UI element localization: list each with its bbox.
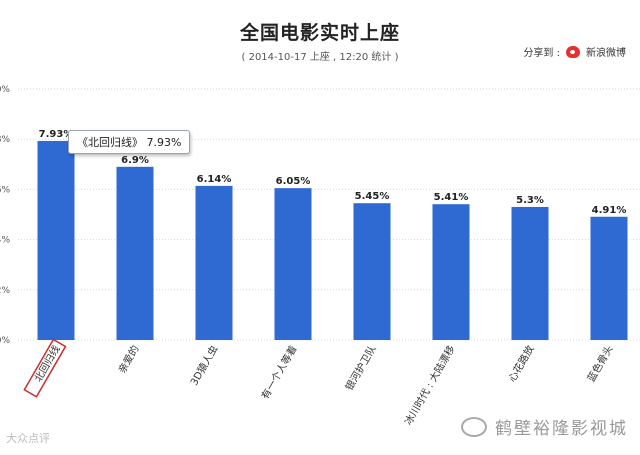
y-tick-label: 10%: [0, 85, 10, 95]
bar: [590, 216, 628, 340]
bar: [432, 204, 470, 340]
data-label: 5.3%: [516, 195, 544, 206]
bar: [116, 166, 154, 340]
bar: [274, 188, 312, 340]
x-tick-label: 亲爱的: [115, 343, 141, 375]
share-label: 分享到 :: [523, 48, 560, 59]
watermark-left: 大众点评: [6, 432, 50, 445]
x-tick-label: 冰川时代 : 大陆漂移: [401, 343, 457, 427]
weibo-icon[interactable]: [566, 45, 580, 58]
bar: [511, 206, 549, 340]
share-bar: 分享到 : 新浪微博: [523, 44, 626, 59]
x-tick-label: 蓝色骨头: [584, 343, 615, 384]
share-weibo-link[interactable]: 新浪微博: [586, 48, 626, 59]
y-tick-label: 0%: [0, 336, 10, 346]
x-tick-label: 银河护卫队: [342, 343, 378, 393]
y-tick-label: 6%: [0, 185, 10, 195]
watermark-right-text: 鹤壁裕隆影视城: [495, 419, 628, 439]
watermark-right: 鹤壁裕隆影视城: [461, 414, 628, 439]
data-label: 4.91%: [592, 205, 627, 216]
data-label: 6.9%: [121, 155, 149, 166]
data-label: 6.05%: [276, 176, 311, 187]
chart-title: 全国电影实时上座: [239, 22, 400, 44]
x-tick-label: 3D猿人虫: [187, 343, 220, 388]
data-label: 5.41%: [434, 192, 469, 203]
bar: [37, 140, 75, 340]
bar: [195, 185, 233, 340]
y-tick-label: 4%: [0, 236, 10, 246]
bar: [353, 203, 391, 340]
y-tick-label: 2%: [0, 286, 10, 296]
data-label: 7.93%: [39, 129, 74, 140]
data-label: 6.14%: [197, 174, 232, 185]
wechat-icon: [461, 416, 487, 437]
x-tick-label: 心花路放: [505, 343, 536, 384]
y-tick-label: 8%: [0, 135, 10, 145]
bar-tooltip: 《北回归线》 7.93%: [68, 130, 191, 154]
highlight-box: [23, 338, 67, 398]
x-tick-label: 有一个人等着: [258, 343, 299, 401]
data-label: 5.45%: [355, 191, 390, 202]
chart-subtitle: ( 2014-10-17 上座 , 12:20 统计 ): [241, 52, 399, 63]
